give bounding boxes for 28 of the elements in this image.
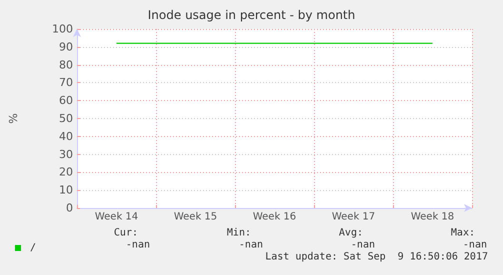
y-tick-label: 30 bbox=[59, 148, 73, 161]
chart-title: Inode usage in percent - by month bbox=[148, 8, 356, 22]
y-tick-label: 60 bbox=[59, 94, 73, 108]
y-tick-label: 40 bbox=[59, 130, 73, 143]
x-tick-label: Week 15 bbox=[174, 212, 218, 222]
legend-label: / bbox=[30, 242, 36, 254]
x-tick-label: Week 17 bbox=[332, 212, 376, 222]
y-axis-title: % bbox=[7, 113, 20, 124]
text: -nan bbox=[238, 240, 263, 250]
y-tick-label: 70 bbox=[59, 76, 73, 90]
x-tick-label: Week 16 bbox=[252, 212, 296, 222]
y-tick-label: 50 bbox=[59, 112, 73, 125]
text: -nan bbox=[350, 240, 375, 250]
y-tick-label: 20 bbox=[59, 166, 73, 179]
y-tick-label: 100 bbox=[52, 22, 73, 36]
x-tick-label: Week 14 bbox=[94, 212, 138, 222]
text: Max: bbox=[450, 228, 475, 238]
y-tick-label: 10 bbox=[59, 184, 73, 197]
text: -nan bbox=[462, 240, 487, 250]
y-tick-label: 0 bbox=[66, 202, 73, 214]
text: Last update: Sat Sep 9 16:50:06 2017 bbox=[265, 252, 488, 262]
x-tick-label: Week 18 bbox=[410, 212, 454, 222]
y-tick-label: 80 bbox=[59, 58, 73, 72]
y-tick-label: 90 bbox=[59, 40, 73, 54]
text: -nan bbox=[126, 240, 150, 250]
text: Avg: bbox=[338, 228, 363, 238]
text: Min: bbox=[226, 228, 251, 238]
text: Cur: bbox=[114, 228, 138, 238]
